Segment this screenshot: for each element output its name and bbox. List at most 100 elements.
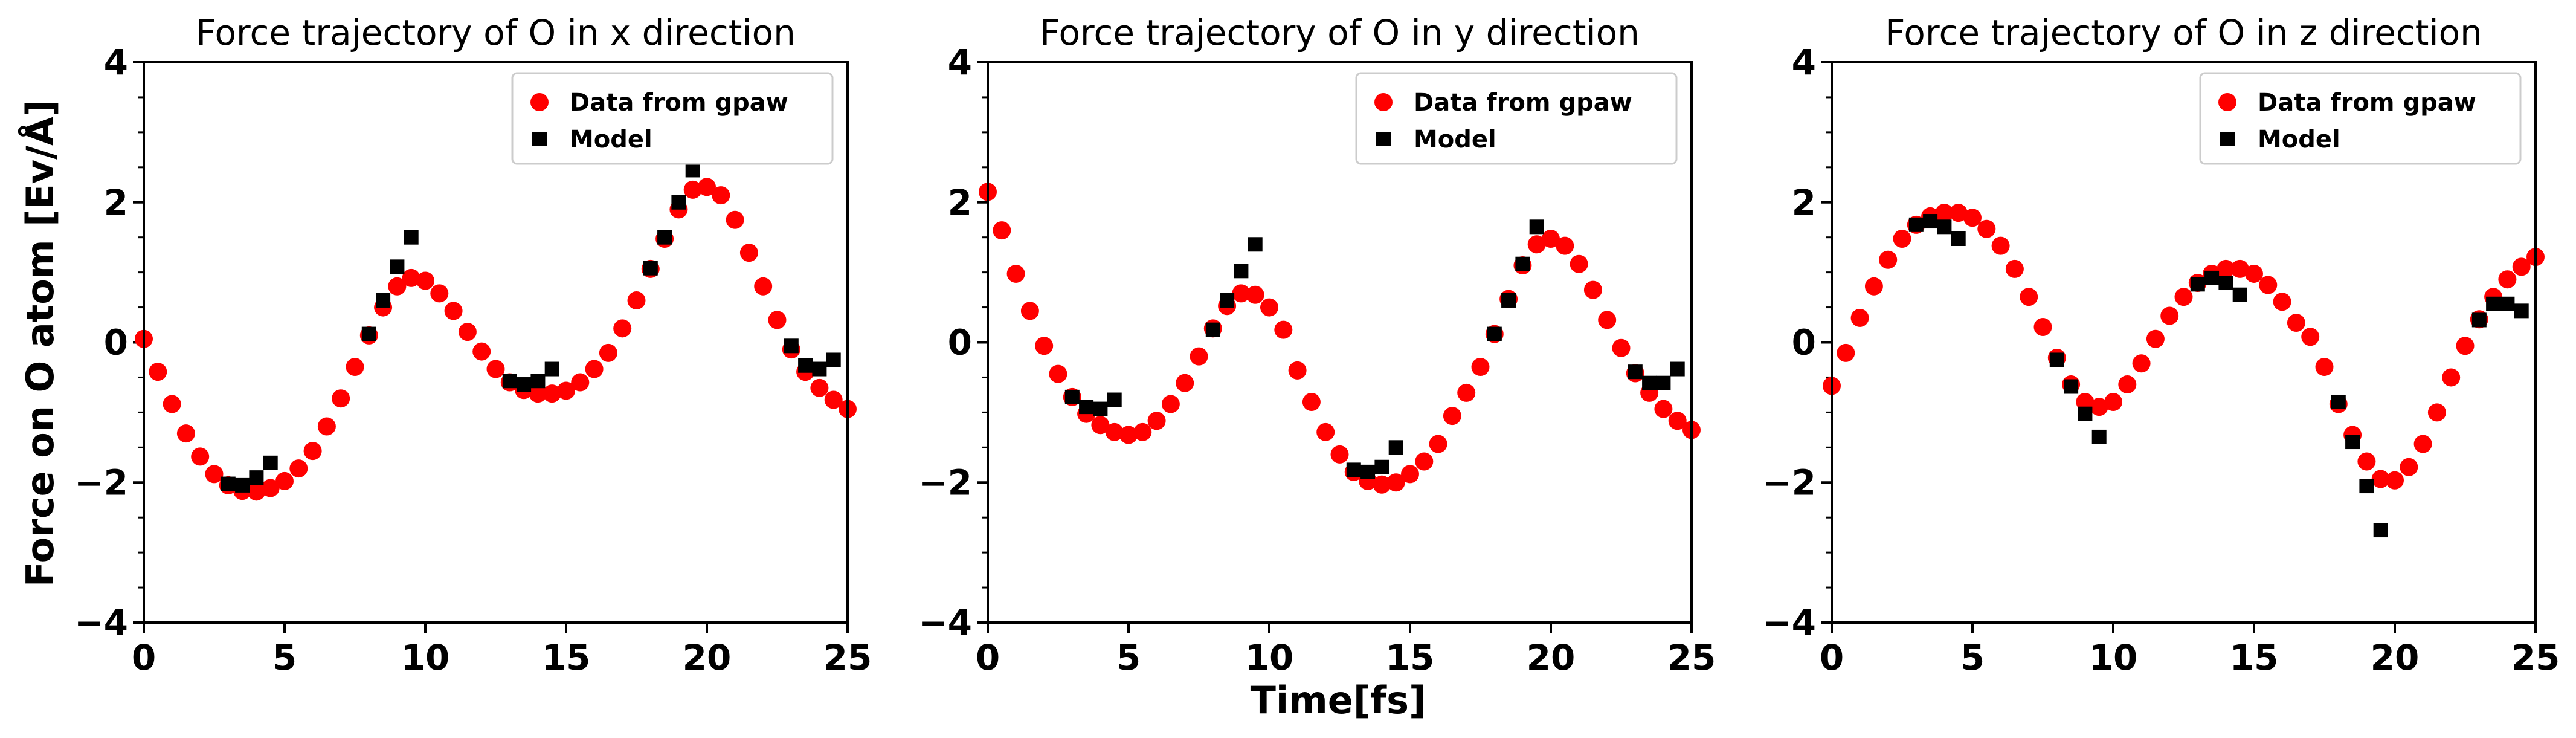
- model-data-point: [1248, 237, 1263, 252]
- gpaw-data-point: [430, 284, 449, 303]
- x-tick-label: 0: [976, 637, 1000, 678]
- y-tick-label: 2: [948, 182, 972, 223]
- gpaw-data-point: [332, 389, 350, 408]
- gpaw-data-point: [1668, 412, 1687, 430]
- subplot-title: Force trajectory of O in x direction: [196, 12, 796, 53]
- gpaw-data-point: [289, 459, 308, 478]
- model-data-point: [2500, 296, 2515, 311]
- gpaw-data-point: [191, 447, 210, 466]
- y-tick-label: 0: [948, 322, 972, 363]
- model-data-point: [1515, 256, 1530, 271]
- gpaw-data-point: [1105, 422, 1124, 441]
- x-tick-label: 5: [1960, 637, 1985, 678]
- model-data-point: [249, 470, 264, 485]
- gpaw-data-point: [2160, 306, 2179, 325]
- x-tick-label: 25: [823, 637, 872, 678]
- y-tick-label: 4: [104, 42, 128, 83]
- gpaw-data-point: [1963, 209, 1982, 227]
- gpaw-data-point: [261, 479, 280, 497]
- subplot-title: Force trajectory of O in y direction: [1040, 12, 1640, 53]
- gpaw-data-point: [2259, 276, 2278, 294]
- gpaw-data-point: [557, 381, 575, 400]
- model-data-point: [2331, 394, 2346, 409]
- x-tick-label: 0: [132, 637, 156, 678]
- x-tick-label: 15: [1386, 637, 1435, 678]
- model-data-point: [2471, 312, 2487, 328]
- gpaw-data-point: [1330, 445, 1349, 464]
- model-data-point: [1234, 264, 1249, 279]
- gpaw-data-point: [1288, 361, 1307, 380]
- model-data-point: [1107, 392, 1122, 407]
- x-tick-label: 20: [2371, 637, 2420, 678]
- gpaw-data-point: [1190, 347, 1208, 366]
- gpaw-data-point: [2005, 259, 2024, 278]
- model-data-point: [1374, 459, 1389, 474]
- gpaw-data-point: [585, 360, 604, 378]
- model-data-point: [1205, 322, 1220, 337]
- subplot-panel-3: Force trajectory of O in z direction −4 −2…: [1762, 12, 2560, 678]
- gpaw-data-point: [1850, 308, 1869, 327]
- legend-gpaw-marker: [530, 93, 549, 111]
- model-data-point: [2218, 276, 2233, 291]
- gpaw-data-point: [993, 221, 1011, 240]
- gpaw-data-point: [2498, 270, 2517, 289]
- gpaw-data-point: [1161, 395, 1180, 413]
- gpaw-data-point: [1147, 412, 1166, 430]
- model-data-point: [1360, 464, 1376, 479]
- gpaw-data-point: [1443, 407, 1461, 426]
- y-tick-label: −2: [918, 462, 972, 503]
- y-tick-label: −4: [918, 602, 972, 643]
- gpaw-data-point: [1457, 383, 1476, 402]
- model-data-point: [1501, 293, 1516, 308]
- gpaw-data-point: [1316, 422, 1335, 441]
- gpaw-data-point: [1879, 250, 1898, 269]
- gpaw-data-point: [2118, 375, 2137, 394]
- gpaw-data-point: [163, 395, 181, 413]
- x-tick-label: 5: [1116, 637, 1141, 678]
- x-tick-label: 25: [2511, 637, 2560, 678]
- gpaw-data-point: [1049, 364, 1067, 383]
- gpaw-data-point: [1527, 235, 1546, 254]
- x-tick-label: 20: [683, 637, 732, 678]
- gpaw-data-point: [275, 471, 294, 490]
- legend-gpaw-label: Data from gpaw: [1414, 89, 1632, 117]
- subplot-panel-2: Force trajectory of O in y direction −4 −2…: [918, 12, 1716, 678]
- gpaw-data-point: [1260, 298, 1278, 317]
- legend-box: [1355, 72, 1678, 165]
- gpaw-data-point: [149, 363, 167, 381]
- y-tick-label: 2: [104, 182, 128, 223]
- model-data-point: [2078, 406, 2093, 421]
- gpaw-data-point: [2132, 354, 2151, 373]
- model-data-point: [530, 374, 546, 389]
- gpaw-data-point: [1583, 280, 1602, 299]
- gpaw-data-point: [683, 180, 702, 199]
- x-tick-label: 25: [1667, 637, 1716, 678]
- gpaw-data-point: [317, 417, 336, 436]
- gpaw-data-point: [599, 343, 617, 362]
- legend: Data from gpaw Model: [1355, 72, 1678, 165]
- gpaw-data-point: [1020, 302, 1039, 320]
- model-data-point: [2204, 270, 2220, 285]
- model-data-point: [2514, 303, 2529, 319]
- gpaw-data-point: [1542, 230, 1560, 248]
- axes-frame: [987, 61, 1693, 624]
- subplot-panel-1: Force trajectory of O in x direction −4 −2…: [74, 12, 872, 678]
- y-tick-label: 4: [948, 42, 972, 83]
- gpaw-data-point: [2076, 392, 2095, 411]
- gpaw-data-point: [1035, 337, 1054, 355]
- model-data-point: [2359, 479, 2374, 494]
- model-data-point: [1628, 364, 1643, 380]
- model-data-point: [2190, 277, 2205, 292]
- model-data-point: [376, 293, 391, 308]
- gpaw-data-point: [2357, 452, 2376, 471]
- legend-model-label: Model: [1414, 126, 1496, 154]
- gpaw-data-point: [698, 178, 716, 196]
- gpaw-data-point: [1415, 452, 1434, 471]
- gpaw-data-point: [2442, 368, 2461, 387]
- legend-model-label: Model: [570, 126, 652, 154]
- gpaw-data-point: [2386, 471, 2404, 490]
- model-data-point: [1923, 214, 1938, 229]
- model-data-point: [1642, 375, 1657, 390]
- gpaw-data-point: [571, 373, 590, 392]
